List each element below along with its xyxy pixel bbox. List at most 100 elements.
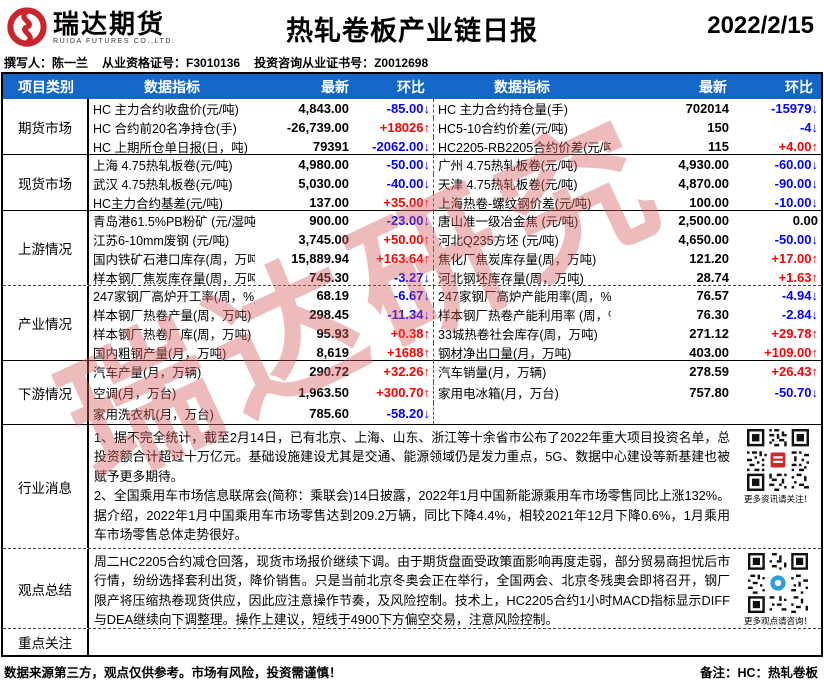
news-paragraph-2: 2、全国乘用车市场信息联席会(简称：乘联会)14日披露，2022年1月中国新能源… — [94, 488, 730, 543]
change-cell: -60.00↓ — [774, 157, 818, 172]
change-cell: +4.00↑ — [778, 139, 818, 154]
indicator-cell: HC 主力合约收盘价(元/吨) — [93, 103, 239, 117]
section-category: 现货市场 — [3, 155, 89, 210]
indicator-cell: 247家钢厂高炉产能用率(周，%) — [433, 286, 611, 305]
section-category: 行业消息 — [3, 425, 89, 548]
indicator-cell: 河北钢坯库存量(周，万吨) — [433, 268, 611, 287]
value-cell: 15,889.94 — [291, 251, 349, 266]
viewpoint-paragraph: 周二HC2205合约减仓回落，现货市场报价继续下调。由于期货盘面受政策面影响再度… — [94, 554, 730, 628]
change-cell: -4↓ — [799, 120, 818, 135]
report-header: 瑞达期货 RUIDA FUTURES CO.,LTD. 热轧卷板产业链日报 20… — [0, 0, 824, 52]
section-category: 观点总结 — [3, 549, 89, 628]
value-cell: 757.80 — [689, 385, 729, 400]
value-cell: 137.00 — [309, 195, 349, 210]
value-cell: 4,980.00 — [298, 157, 349, 172]
table-row: 样本钢厂热卷厂库(周，万吨) 95.93 +0.38↑ 33城热卷社会库存(周，… — [89, 324, 821, 343]
data-table: 项目类别 数据指标 最新 环比 数据指标 最新 环比 期货市场 HC 主力合约收… — [1, 72, 823, 657]
change-cell: +109.00↑ — [764, 345, 818, 360]
change-cell: +163.64↑ — [376, 251, 430, 266]
col-header-latest-right: 最新 — [699, 78, 727, 95]
company-name-en: RUIDA FUTURES CO.,LTD. — [53, 37, 176, 45]
value-cell: 702014 — [685, 101, 729, 116]
section-category: 期货市场 — [3, 99, 89, 154]
indicator-cell: 家用洗衣机(月，万台) — [93, 408, 214, 422]
change-cell: +18026↑ — [379, 120, 430, 135]
change-cell: +32.26↑ — [383, 364, 430, 379]
value-cell: 95.93 — [316, 326, 349, 341]
value-cell: 900.00 — [309, 213, 349, 228]
value-cell: 100.00 — [689, 195, 729, 210]
table-row: 国内铁矿石港口库存(周，万吨) 15,889.94 +163.64↑ 焦化厂焦炭… — [89, 249, 821, 268]
author-name: 撰写人：陈一兰 — [4, 55, 89, 70]
value-cell: 2,500.00 — [678, 213, 729, 228]
indicator-cell: HC主力合约基差(元/吨) — [93, 197, 223, 211]
value-cell: 4,870.00 — [678, 176, 729, 191]
qr-code-viewpoint-icon — [748, 553, 808, 613]
section-industry-news: 行业消息 1、据不完全统计，截至2月14日，已有北京、上海、山东、浙江等十余省市… — [3, 424, 821, 548]
indicator-cell: HC2205-RB2205合约价差(元/吨) — [433, 137, 611, 156]
report-date: 2022/2/15 — [707, 12, 814, 39]
indicator-cell — [433, 403, 611, 424]
change-cell: +17.00↑ — [771, 251, 818, 266]
indicator-cell: 样本钢厂热卷厂库(周，万吨) — [93, 328, 252, 342]
col-header-indicator-left: 数据指标 — [144, 78, 200, 95]
value-cell: 5,030.00 — [298, 176, 349, 191]
change-cell: -2.84↓ — [781, 307, 818, 322]
change-cell: -40.00↓ — [386, 176, 430, 191]
qr-column-viewpoint: 更多观点请咨询！ — [735, 549, 821, 628]
table-row: 247家钢厂高炉开工率(周，%) 68.19 -6.67↓ 247家钢厂高炉产能… — [89, 286, 821, 305]
change-cell: +50.00↑ — [383, 232, 430, 247]
author-line: 撰写人：陈一兰 从业资格证号：F3010136 投资咨询从业证书号：Z00126… — [0, 52, 824, 72]
qr-news-label: 更多资讯请关注！ — [743, 494, 812, 504]
indicator-cell: 汽车销量(月，万辆) — [433, 361, 611, 382]
value-cell: 4,843.00 — [298, 101, 349, 116]
value-cell: -26,739.00 — [286, 120, 349, 135]
section-key-focus: 重点关注 — [3, 628, 821, 655]
value-cell: 115 — [708, 139, 729, 154]
indicator-cell: 唐山准一级冶金焦 (元/吨) — [433, 211, 611, 230]
table-row: 样本钢厂热卷产量(周，万吨) 298.45 -11.34↓ 样本钢厂热卷产能利用… — [89, 305, 821, 324]
change-cell: +1.63↑ — [778, 270, 818, 285]
change-cell: +0.38↑ — [390, 326, 430, 341]
report-title: 热轧卷板产业链日报 — [286, 16, 538, 46]
value-cell: 79391 — [312, 139, 349, 154]
value-cell: 3,745.00 — [298, 232, 349, 247]
qualification-number: 从业资格证号：F3010136 — [102, 55, 241, 70]
table-row: 空调(月，万台) 1,963.50 +300.70↑ 家用电冰箱(月，万台) 7… — [89, 382, 821, 403]
indicator-cell: 样本钢厂热卷产能利用率 (周，%) — [433, 305, 611, 324]
section-category: 重点关注 — [3, 629, 89, 655]
indicator-cell: 焦化厂焦炭库存量(周，万吨) — [433, 249, 611, 268]
value-cell: 76.30 — [696, 307, 729, 322]
value-cell: 4,650.00 — [678, 232, 729, 247]
table-header-row: 项目类别 数据指标 最新 环比 数据指标 最新 环比 — [3, 74, 821, 99]
table-row: 武汉 4.75热轧板卷(元/吨) 5,030.00 -40.00↓ 天津 4.7… — [89, 174, 821, 193]
col-header-category: 项目类别 — [18, 78, 74, 95]
indicator-cell: 广州 4.75热轧板卷(元/吨) — [433, 155, 611, 174]
change-cell: -10.00↓ — [774, 195, 818, 210]
value-cell: 76.57 — [696, 288, 729, 303]
indicator-cell: 空调(月，万台) — [93, 387, 177, 401]
indicator-cell: 江苏6-10mm废钢 (元/吨) — [93, 234, 230, 248]
value-cell: 403.00 — [689, 345, 729, 360]
qr-code-news-icon — [747, 429, 809, 491]
company-name: 瑞达期货 — [53, 8, 166, 39]
value-cell: 150 — [707, 120, 729, 135]
change-cell: +300.70↑ — [376, 385, 430, 400]
indicator-cell: 样本钢厂焦炭库存量(周，万吨) — [93, 272, 255, 286]
viewpoint-summary-text: 周二HC2205合约减仓回落，现货市场报价继续下调。由于期货盘面受政策面影响再度… — [89, 549, 735, 628]
section-upstream: 上游情况 青岛港61.5%PB粉矿 (元/湿吨) 900.00 -23.00↓ … — [3, 210, 821, 287]
table-row: HC主力合约基差(元/吨) 137.00 +35.00↑ 上海热卷-螺纹钢价差(… — [89, 193, 821, 212]
ruida-logo-icon — [6, 6, 48, 48]
value-cell: 121.20 — [689, 251, 729, 266]
change-cell: +26.43↑ — [771, 364, 818, 379]
change-cell: -23.00↓ — [386, 213, 430, 228]
key-focus-text — [89, 629, 821, 655]
table-row: 江苏6-10mm废钢 (元/吨) 3,745.00 +50.00↑ 河北Q235… — [89, 230, 821, 249]
value-cell: 1,963.50 — [298, 385, 349, 400]
indicator-cell: 武汉 4.75热轧板卷(元/吨) — [93, 178, 233, 192]
indicator-cell: 国内铁矿石港口库存(周，万吨) — [93, 253, 255, 267]
table-row: 家用洗衣机(月，万台) 785.60 -58.20↓ — [89, 403, 821, 424]
indicator-cell: 国内粗钢产量(月，万吨) — [93, 347, 227, 361]
indicator-cell: 上海热卷-螺纹钢价差(元/吨) — [433, 193, 611, 212]
change-cell: -50.70↓ — [774, 385, 818, 400]
